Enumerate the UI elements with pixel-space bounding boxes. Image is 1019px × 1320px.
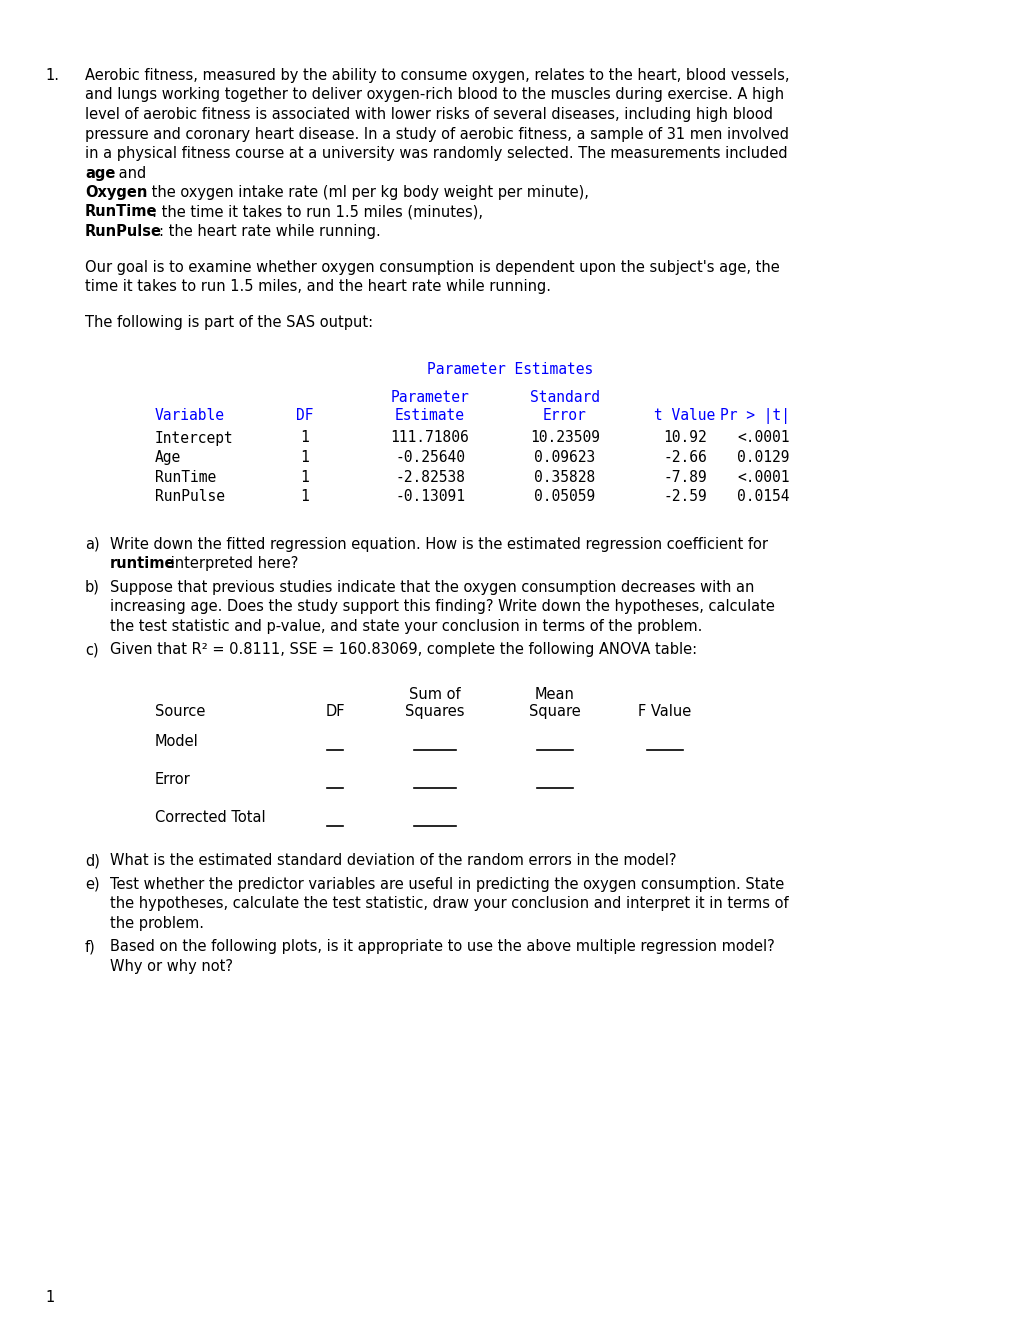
- Text: <.0001: <.0001: [737, 430, 790, 446]
- Text: F Value: F Value: [638, 704, 691, 719]
- Text: Suppose that previous studies indicate that the oxygen consumption decreases wit: Suppose that previous studies indicate t…: [110, 579, 754, 594]
- Text: Aerobic fitness, measured by the ability to consume oxygen, relates to the heart: Aerobic fitness, measured by the ability…: [85, 69, 789, 83]
- Text: -2.82538: -2.82538: [394, 470, 465, 484]
- Text: -0.25640: -0.25640: [394, 450, 465, 465]
- Text: e): e): [85, 876, 100, 891]
- Text: level of aerobic fitness is associated with lower risks of several diseases, inc: level of aerobic fitness is associated w…: [85, 107, 772, 121]
- Text: Based on the following plots, is it appropriate to use the above multiple regres: Based on the following plots, is it appr…: [110, 939, 774, 954]
- Text: Write down the fitted regression equation. How is the estimated regression coeff: Write down the fitted regression equatio…: [110, 536, 767, 552]
- Text: DF: DF: [325, 704, 344, 719]
- Text: 1: 1: [301, 450, 309, 465]
- Text: 1.: 1.: [45, 69, 59, 83]
- Text: 0.0129: 0.0129: [737, 450, 790, 465]
- Text: Error: Error: [542, 408, 586, 422]
- Text: Pr > |t|: Pr > |t|: [719, 408, 790, 424]
- Text: d): d): [85, 853, 100, 869]
- Text: pressure and coronary heart disease. In a study of aerobic fitness, a sample of : pressure and coronary heart disease. In …: [85, 127, 789, 141]
- Text: 0.35828: 0.35828: [534, 470, 595, 484]
- Text: 1: 1: [301, 488, 309, 504]
- Text: t Value: t Value: [654, 408, 715, 422]
- Text: 10.23509: 10.23509: [530, 430, 599, 446]
- Text: -2.66: -2.66: [662, 450, 706, 465]
- Text: and lungs working together to deliver oxygen-rich blood to the muscles during ex: and lungs working together to deliver ox…: [85, 87, 784, 103]
- Text: Mean: Mean: [535, 686, 575, 701]
- Text: increasing age. Does the study support this finding? Write down the hypotheses, : increasing age. Does the study support t…: [110, 599, 774, 614]
- Text: Oxygen: Oxygen: [85, 185, 147, 201]
- Text: Error: Error: [155, 772, 191, 787]
- Text: Source: Source: [155, 704, 205, 719]
- Text: and: and: [113, 165, 146, 181]
- Text: Squares: Squares: [405, 704, 465, 719]
- Text: f): f): [85, 939, 96, 954]
- Text: 0.09623: 0.09623: [534, 450, 595, 465]
- Text: Estimate: Estimate: [394, 408, 465, 422]
- Text: 1: 1: [301, 470, 309, 484]
- Text: Variable: Variable: [155, 408, 225, 422]
- Text: : the heart rate while running.: : the heart rate while running.: [159, 224, 380, 239]
- Text: Given that R² = 0.8111, SSE = 160.83069, complete the following ANOVA table:: Given that R² = 0.8111, SSE = 160.83069,…: [110, 642, 696, 657]
- Text: 111.71806: 111.71806: [390, 430, 469, 446]
- Text: Parameter Estimates: Parameter Estimates: [427, 362, 592, 378]
- Text: 10.92: 10.92: [662, 430, 706, 446]
- Text: 1: 1: [301, 430, 309, 446]
- Text: What is the estimated standard deviation of the random errors in the model?: What is the estimated standard deviation…: [110, 853, 676, 869]
- Text: Corrected Total: Corrected Total: [155, 810, 265, 825]
- Text: the hypotheses, calculate the test statistic, draw your conclusion and interpret: the hypotheses, calculate the test stati…: [110, 896, 788, 911]
- Text: in a physical fitness course at a university was randomly selected. The measurem: in a physical fitness course at a univer…: [85, 147, 787, 161]
- Text: Intercept: Intercept: [155, 430, 233, 446]
- Text: age: age: [85, 165, 115, 181]
- Text: Model: Model: [155, 734, 199, 748]
- Text: the test statistic and p-value, and state your conclusion in terms of the proble: the test statistic and p-value, and stat…: [110, 619, 702, 634]
- Text: Our goal is to examine whether oxygen consumption is dependent upon the subject': Our goal is to examine whether oxygen co…: [85, 260, 779, 275]
- Text: : the oxygen intake rate (ml per kg body weight per minute),: : the oxygen intake rate (ml per kg body…: [142, 185, 588, 201]
- Text: RunTime: RunTime: [85, 205, 157, 219]
- Text: Square: Square: [529, 704, 580, 719]
- Text: Standard: Standard: [530, 389, 599, 405]
- Text: RunPulse: RunPulse: [85, 224, 162, 239]
- Text: <.0001: <.0001: [737, 470, 790, 484]
- Text: b): b): [85, 579, 100, 594]
- Text: a): a): [85, 536, 100, 552]
- Text: The following is part of the SAS output:: The following is part of the SAS output:: [85, 314, 373, 330]
- Text: RunPulse: RunPulse: [155, 488, 225, 504]
- Text: DF: DF: [296, 408, 314, 422]
- Text: -2.59: -2.59: [662, 488, 706, 504]
- Text: 0.0154: 0.0154: [737, 488, 790, 504]
- Text: interpreted here?: interpreted here?: [165, 556, 298, 572]
- Text: -0.13091: -0.13091: [394, 488, 465, 504]
- Text: Age: Age: [155, 450, 181, 465]
- Text: RunTime: RunTime: [155, 470, 216, 484]
- Text: time it takes to run 1.5 miles, and the heart rate while running.: time it takes to run 1.5 miles, and the …: [85, 279, 550, 294]
- Text: Sum of: Sum of: [409, 686, 461, 701]
- Text: Test whether the predictor variables are useful in predicting the oxygen consump: Test whether the predictor variables are…: [110, 876, 784, 891]
- Text: : the time it takes to run 1.5 miles (minutes),: : the time it takes to run 1.5 miles (mi…: [152, 205, 482, 219]
- Text: runtime: runtime: [110, 556, 175, 572]
- Text: 0.05059: 0.05059: [534, 488, 595, 504]
- Text: 1: 1: [45, 1290, 54, 1305]
- Text: the problem.: the problem.: [110, 916, 204, 931]
- Text: -7.89: -7.89: [662, 470, 706, 484]
- Text: c): c): [85, 642, 99, 657]
- Text: Why or why not?: Why or why not?: [110, 958, 232, 974]
- Text: Parameter: Parameter: [390, 389, 469, 405]
